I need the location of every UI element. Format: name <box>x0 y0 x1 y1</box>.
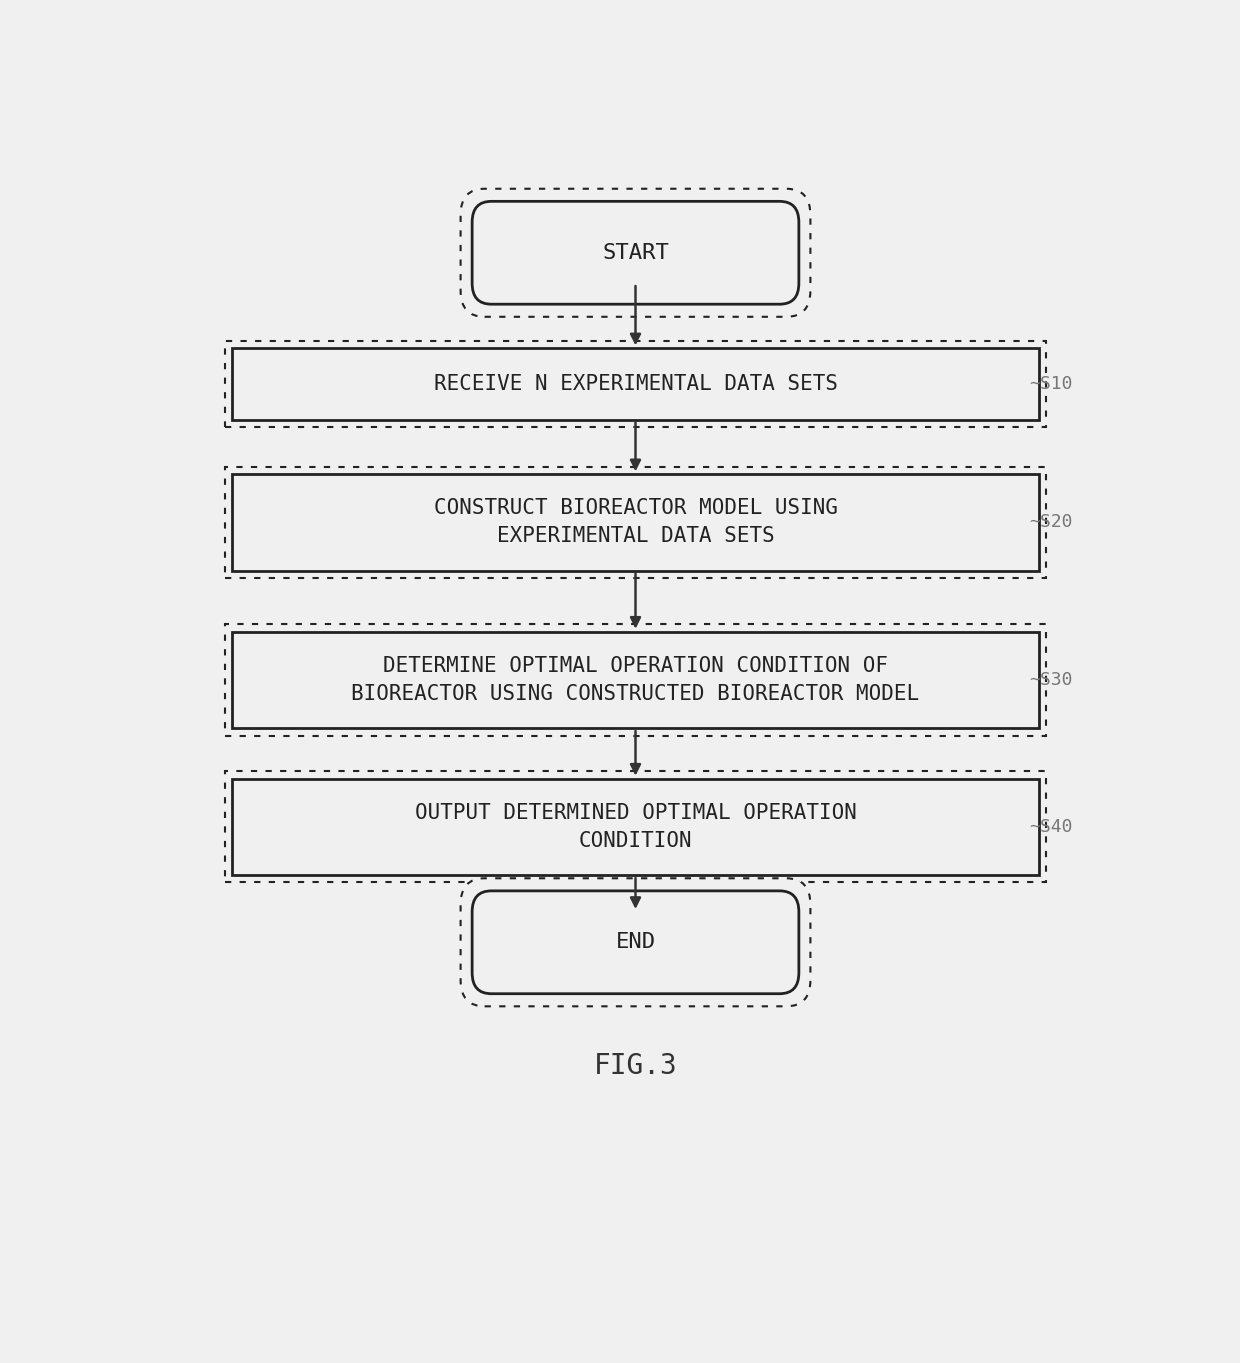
Text: FIG.3: FIG.3 <box>594 1052 677 1079</box>
Text: DETERMINE OPTIMAL OPERATION CONDITION OF
BIOREACTOR USING CONSTRUCTED BIOREACTOR: DETERMINE OPTIMAL OPERATION CONDITION OF… <box>351 656 920 703</box>
Bar <box>232 474 1039 571</box>
Text: START: START <box>603 243 668 263</box>
Text: END: END <box>615 932 656 953</box>
Bar <box>226 468 1045 578</box>
Bar <box>226 341 1045 427</box>
Bar <box>232 778 1039 875</box>
FancyBboxPatch shape <box>472 202 799 304</box>
Text: ~S30: ~S30 <box>1029 671 1073 688</box>
Text: OUTPUT DETERMINED OPTIMAL OPERATION
CONDITION: OUTPUT DETERMINED OPTIMAL OPERATION COND… <box>414 803 857 851</box>
Bar <box>232 349 1039 420</box>
FancyBboxPatch shape <box>460 188 811 316</box>
Bar <box>226 771 1045 882</box>
FancyBboxPatch shape <box>460 878 811 1006</box>
Text: ~S40: ~S40 <box>1029 818 1073 836</box>
Text: ~S20: ~S20 <box>1029 514 1073 532</box>
Bar <box>226 624 1045 736</box>
FancyBboxPatch shape <box>472 891 799 994</box>
Bar <box>232 631 1039 728</box>
Text: ~S10: ~S10 <box>1029 375 1073 393</box>
Text: RECEIVE N EXPERIMENTAL DATA SETS: RECEIVE N EXPERIMENTAL DATA SETS <box>434 373 837 394</box>
Text: CONSTRUCT BIOREACTOR MODEL USING
EXPERIMENTAL DATA SETS: CONSTRUCT BIOREACTOR MODEL USING EXPERIM… <box>434 499 837 547</box>
